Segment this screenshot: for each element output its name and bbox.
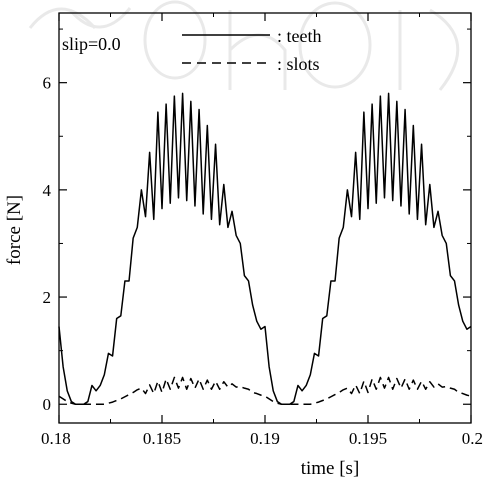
y-axis: 0 2 4 6 [43,28,471,414]
legend-teeth-label: : teeth [277,26,321,46]
y-tick-label: 2 [43,288,52,307]
x-tick-label: 0.2 [462,429,483,448]
x-tick-label: 0.195 [349,429,387,448]
plot-frame [58,12,472,424]
slip-annotation: slip=0.0 [62,34,121,54]
watermark-logo [28,0,460,91]
y-tick-label: 6 [43,74,52,93]
x-axis: 0.18 0.185 0.19 0.195 0.2 [41,13,483,448]
x-tick-label: 0.19 [250,429,280,448]
slots-force-line [58,376,472,405]
x-tick-label: 0.185 [143,429,181,448]
x-tick-label: 0.18 [41,429,71,448]
teeth-force-line [58,92,472,405]
series-layer [58,92,472,405]
legend-slots-label: : slots [277,54,320,74]
x-axis-label: time [s] [301,458,360,479]
y-tick-label: 4 [43,181,52,200]
y-tick-label: 0 [43,395,52,414]
plot-border [58,12,472,424]
y-axis-label: force [N] [4,195,25,265]
legend: : teeth : slots [182,26,321,74]
